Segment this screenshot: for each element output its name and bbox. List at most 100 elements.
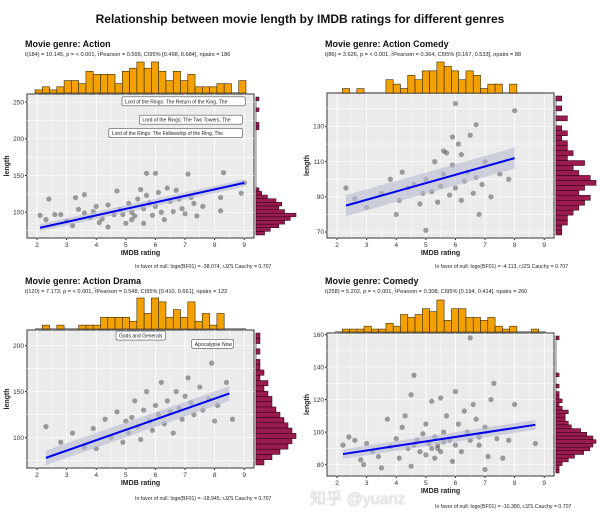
x-tick-label: 2 <box>35 472 39 479</box>
y-tick-label: 100 <box>13 435 24 442</box>
data-point <box>485 453 491 460</box>
right-histogram-bar <box>555 465 560 470</box>
top-histogram-bar <box>356 88 365 94</box>
right-histogram-bar <box>255 422 289 429</box>
top-histogram-bar <box>107 74 116 94</box>
right-histogram-bar <box>555 190 580 196</box>
x-tick-label: 6 <box>454 480 458 487</box>
data-point <box>173 187 179 193</box>
right-histogram-bar <box>255 125 260 130</box>
data-point <box>364 440 370 447</box>
data-point <box>217 194 224 201</box>
right-histogram-bar <box>555 443 594 448</box>
x-tick-label: 6 <box>154 472 158 479</box>
data-point <box>152 402 159 409</box>
y-tick-label: 70 <box>317 229 325 236</box>
right-histogram-bar <box>555 200 585 206</box>
data-point <box>435 445 441 451</box>
top-histogram-bar <box>458 79 467 94</box>
right-histogram-bar <box>255 231 265 236</box>
right-histogram-bar <box>255 380 269 387</box>
data-point <box>488 194 494 200</box>
x-tick-label: 8 <box>213 242 217 249</box>
data-point <box>105 224 111 230</box>
regression-line <box>345 157 515 207</box>
data-point <box>69 430 76 436</box>
data-point <box>52 211 58 218</box>
top-histogram-bar <box>378 328 387 333</box>
top-histogram-bar <box>472 317 481 333</box>
right-histogram-bar <box>255 202 282 207</box>
watermark: 知乎 @yuanz <box>310 491 406 508</box>
right-histogram-bar <box>255 187 260 192</box>
data-point <box>461 408 467 414</box>
top-histogram-bar <box>400 88 409 94</box>
right-histogram-bar <box>555 402 560 407</box>
data-point <box>452 442 459 448</box>
point-label: Lord of the Rings: The Return of the Kin… <box>125 99 228 105</box>
top-histogram-bar <box>114 317 123 330</box>
point-label-box <box>121 96 246 107</box>
data-point <box>93 203 99 210</box>
right-histogram-bar <box>555 155 568 161</box>
top-histogram-bar <box>143 67 152 94</box>
data-point <box>43 424 49 430</box>
right-histogram-bar <box>255 443 289 450</box>
top-histogram-bar <box>78 324 87 330</box>
top-histogram-bar <box>371 328 379 333</box>
data-point <box>435 199 441 205</box>
right-histogram-bar <box>555 105 562 112</box>
data-point <box>512 401 518 408</box>
data-point <box>340 442 346 448</box>
top-histogram-bar <box>422 70 430 94</box>
data-point <box>473 122 479 128</box>
x-tick-label: 4 <box>394 480 398 487</box>
data-point <box>173 389 179 395</box>
data-point <box>506 437 512 443</box>
right-histogram-bar <box>555 461 563 466</box>
right-histogram-bar <box>555 391 560 396</box>
top-histogram-bar <box>392 83 401 94</box>
panel-4: 2 3 4 5 6 7 8 9 80 100 120 140 160 IMDB rating length <box>304 299 597 495</box>
right-histogram-bar <box>555 195 591 201</box>
data-point <box>229 416 235 422</box>
regression-line <box>342 423 536 456</box>
top-histogram-bar <box>143 313 152 330</box>
top-histogram-bar <box>458 308 467 333</box>
data-point <box>470 190 476 196</box>
right-histogram-bar <box>255 417 285 424</box>
top-histogram-bar <box>78 83 87 94</box>
top-histogram-bar <box>502 328 510 333</box>
top-histogram-bar <box>349 328 358 333</box>
x-tick-label: 2 <box>335 242 339 249</box>
x-tick-label: 4 <box>94 472 98 479</box>
right-histogram-bar <box>555 398 563 403</box>
data-point <box>361 462 367 468</box>
right-histogram-bar <box>555 439 597 444</box>
data-point <box>375 453 382 460</box>
right-histogram-bar <box>555 175 591 181</box>
data-point <box>432 455 438 461</box>
top-histogram-bar <box>180 317 189 330</box>
data-point <box>429 445 435 451</box>
top-histogram-bar <box>100 74 109 94</box>
top-histogram-bar <box>202 86 210 94</box>
y-axis-label: length <box>4 156 11 177</box>
y-axis-label: length <box>4 389 11 410</box>
right-histogram-bar <box>255 385 265 392</box>
right-histogram-bar <box>555 115 568 122</box>
right-histogram-bar <box>255 359 261 365</box>
top-histogram-bar <box>451 70 459 94</box>
right-histogram-bar <box>255 216 291 221</box>
panel-title: Movie genre: Comedy <box>325 276 419 286</box>
data-point <box>197 384 203 390</box>
top-histogram-bar <box>443 66 452 94</box>
data-point <box>141 407 147 413</box>
right-histogram-bar <box>255 194 268 199</box>
data-point <box>170 208 176 215</box>
data-point <box>396 455 402 461</box>
x-tick-label: 8 <box>513 242 517 249</box>
data-point <box>152 170 159 176</box>
data-point <box>452 388 459 395</box>
